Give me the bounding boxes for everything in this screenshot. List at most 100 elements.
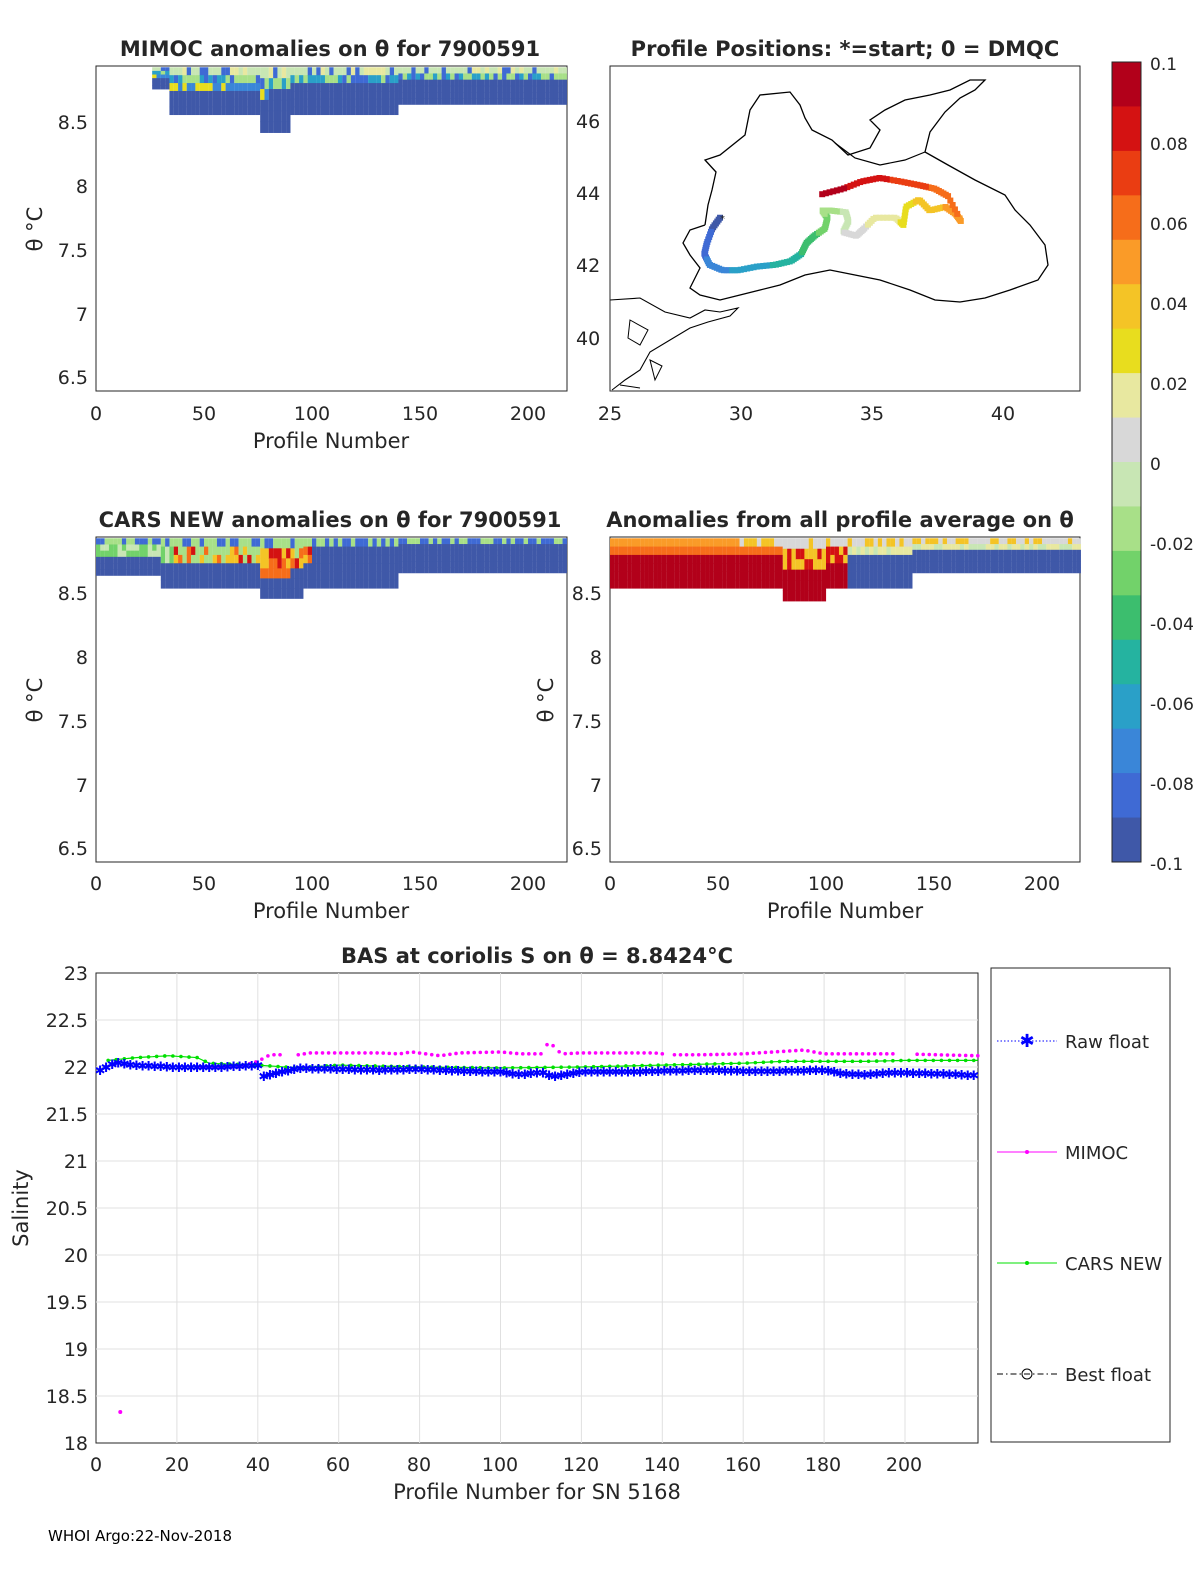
heat-cell — [497, 538, 503, 545]
heat-cell — [264, 568, 269, 579]
heat-cell — [333, 98, 338, 108]
heat-cell — [324, 98, 330, 108]
legend-cars-dot-icon — [1025, 1261, 1029, 1265]
heat-cell — [277, 121, 282, 133]
heat-cell — [316, 579, 321, 589]
heat-cell — [454, 92, 459, 99]
heat-cell — [882, 571, 887, 581]
heat-cell — [1016, 544, 1021, 551]
heat-cell — [782, 538, 788, 550]
heat-cell — [169, 554, 174, 564]
heat-cell — [929, 538, 935, 545]
heat-cell — [126, 538, 131, 545]
heat-cell — [705, 546, 710, 556]
heat-cell — [281, 568, 287, 579]
cars-new-point — [138, 1055, 143, 1060]
heat-cell — [333, 554, 338, 564]
heat-cell — [242, 90, 248, 100]
heat-cell — [424, 67, 429, 74]
heat-cell — [692, 554, 697, 564]
heat-cell — [342, 563, 347, 572]
heat-cell — [847, 538, 852, 547]
heat-cell — [156, 538, 161, 545]
heat-cell — [450, 561, 455, 568]
heat-cell — [212, 538, 218, 547]
heat-cell — [523, 567, 529, 574]
heat-cell — [273, 78, 278, 90]
heat-cell — [394, 67, 399, 76]
heat-cell — [756, 563, 762, 572]
raw-float-asterisk: ✱ — [501, 1067, 512, 1082]
heat-cell — [389, 571, 395, 581]
heat-cell — [208, 67, 213, 76]
heat-cell — [864, 546, 870, 556]
mimoc-point — [472, 1050, 477, 1055]
cars-new-point — [284, 1065, 288, 1069]
heat-cell — [877, 546, 883, 556]
heat-cell — [229, 571, 235, 581]
heat-cell — [640, 546, 645, 556]
mimoc-point — [696, 1052, 701, 1057]
heat-cell — [368, 579, 373, 589]
heat-cell — [376, 98, 382, 108]
heat-cell — [342, 106, 347, 116]
heat-cell — [273, 67, 278, 79]
heat-cell — [843, 538, 848, 547]
heat-cell — [324, 546, 330, 556]
mimoc-xtick: 200 — [510, 403, 546, 425]
heat-cell — [635, 571, 641, 581]
heat-cell — [316, 75, 321, 84]
heat-cell — [523, 544, 529, 551]
heat-cell — [242, 538, 248, 547]
heat-cell — [195, 571, 200, 581]
raw-float-asterisk: ✱ — [495, 1066, 506, 1081]
heat-cell — [804, 538, 809, 550]
heat-cell — [152, 538, 157, 545]
allavg-xtick: 150 — [916, 873, 952, 895]
heat-cell — [545, 538, 550, 545]
mimoc-point — [775, 1049, 780, 1054]
raw-float-asterisk: ✱ — [829, 1066, 840, 1081]
heat-cell — [242, 67, 248, 76]
heat-cell — [346, 579, 351, 589]
raw-float-asterisk: ✱ — [525, 1067, 536, 1082]
heat-cell — [204, 90, 209, 100]
heat-cell — [687, 546, 693, 556]
heat-cell — [238, 83, 243, 92]
cars-new-point — [696, 1062, 701, 1067]
heat-cell — [160, 74, 166, 79]
heat-cell — [895, 563, 900, 572]
heat-cell — [208, 98, 213, 108]
heat-cell — [221, 579, 226, 589]
heat-cell — [653, 571, 658, 581]
heat-cell — [234, 546, 239, 556]
heat-cell — [363, 98, 369, 108]
heat-cell — [173, 106, 179, 116]
heat-cell — [247, 106, 252, 116]
heat-cell — [705, 538, 710, 547]
heat-cell — [208, 554, 213, 564]
heat-cell — [441, 538, 446, 545]
heat-cell — [610, 554, 615, 564]
heat-cell — [1033, 567, 1038, 574]
raw-float-asterisk: ✱ — [817, 1064, 828, 1079]
heat-cell — [968, 544, 973, 551]
heat-cell — [1029, 544, 1034, 551]
heat-cell — [463, 555, 468, 562]
heat-cell — [946, 544, 952, 551]
heat-cell — [229, 563, 235, 572]
heat-cell — [553, 79, 559, 87]
heat-cell — [856, 554, 861, 564]
mimoc-ytick: 8 — [76, 176, 88, 198]
heat-cell — [670, 554, 675, 564]
heat-cell — [286, 110, 291, 123]
heat-cell — [199, 98, 205, 108]
heat-cell — [178, 563, 183, 572]
heat-cell — [389, 83, 395, 92]
heat-cell — [1067, 538, 1073, 545]
heat-cell — [696, 546, 701, 556]
heat-cell — [1050, 538, 1056, 545]
heat-cell — [549, 73, 554, 81]
heat-cell — [467, 85, 472, 93]
heat-cell — [143, 550, 148, 558]
